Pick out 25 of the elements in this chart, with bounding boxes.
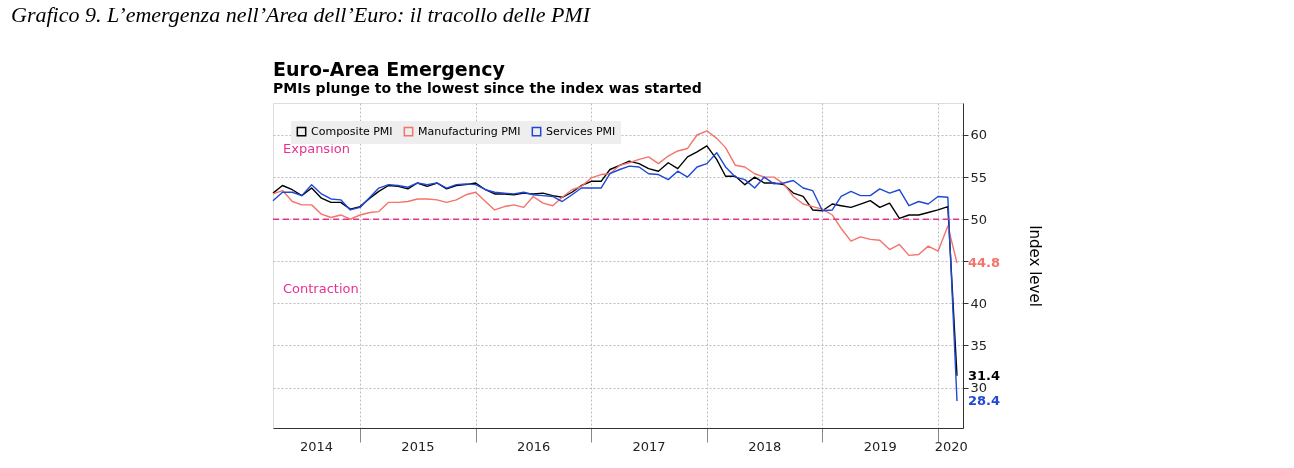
text: Grafico 9. L’emergenza nell’Area dell’Euro: il tracollo delle PMI xyxy=(11,2,592,27)
y-tick-label: 55 xyxy=(970,169,988,185)
legend-label: Manufacturing PMI xyxy=(418,124,521,138)
x-tick-label: 2020 xyxy=(934,438,968,454)
y-tick-label: 40 xyxy=(970,295,988,311)
x-tick-label: 2015 xyxy=(401,438,435,454)
y-axis-title: Index level xyxy=(1026,225,1045,307)
x-tick-label: 2018 xyxy=(748,438,782,454)
chart-subtitle: PMIs plunge to the lowest since the index was started xyxy=(273,80,702,96)
y-tick-label: 35 xyxy=(970,337,988,353)
y-tick-label: 60 xyxy=(970,127,988,143)
annotation: Expansion xyxy=(283,141,350,157)
x-tick-label: 2014 xyxy=(300,438,334,454)
x-tick-label: 2019 xyxy=(863,438,897,454)
x-tick-label: 2017 xyxy=(632,438,666,454)
legend-label: Composite PMI xyxy=(311,124,393,138)
data-label: 31.4 xyxy=(968,367,1001,383)
x-tick-label: 2016 xyxy=(517,438,551,454)
chart-title: Euro-Area Emergency xyxy=(273,58,506,80)
data-label: 44.8 xyxy=(968,254,1001,270)
annotation: Contraction xyxy=(283,281,359,297)
data-label: 28.4 xyxy=(968,393,1001,409)
legend-label: Services PMI xyxy=(546,124,616,138)
y-tick-label: 50 xyxy=(970,211,988,227)
y-tick-label: 30 xyxy=(970,380,988,396)
